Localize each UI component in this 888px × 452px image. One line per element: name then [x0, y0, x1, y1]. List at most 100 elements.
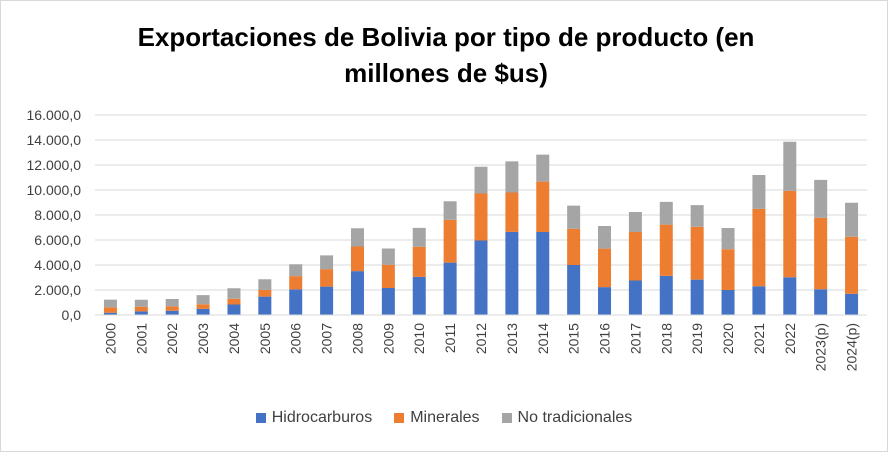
y-tick-label: 16.000,0 — [27, 107, 82, 123]
bar-hidrocarburos — [320, 286, 334, 315]
bar-minerales — [814, 217, 828, 290]
x-tick-label: 2021 — [751, 323, 767, 354]
bar-no-tradicionales — [721, 228, 735, 250]
bar-no-tradicionales — [443, 201, 457, 220]
bar-hidrocarburos — [598, 287, 612, 315]
x-tick-label: 2012 — [473, 323, 489, 354]
chart-title: Exportaciones de Bolivia por tipo de pro… — [137, 22, 755, 88]
x-tick-label: 2011 — [442, 323, 458, 353]
x-tick-label: 2018 — [658, 323, 674, 354]
bar-hidrocarburos — [659, 275, 673, 315]
x-tick-label: 2014 — [535, 323, 551, 354]
x-tick-label: 2017 — [627, 323, 643, 354]
y-tick-label: 10.000,0 — [27, 182, 82, 198]
x-tick-label: 2006 — [288, 323, 304, 354]
bar-no-tradicionales — [752, 175, 766, 209]
legend-item: No tradicionales — [501, 409, 633, 427]
bar-hidrocarburos — [381, 288, 395, 315]
chart-legend: Hidrocarburos Minerales No tradicionales — [1, 409, 887, 427]
bar-hidrocarburos — [474, 240, 488, 315]
bar-hidrocarburos — [289, 289, 303, 315]
bar-minerales — [443, 219, 457, 263]
bar-minerales — [721, 249, 735, 290]
bar-minerales — [598, 248, 612, 288]
bar-minerales — [134, 306, 148, 312]
bar-minerales — [752, 208, 766, 287]
bar-minerales — [381, 264, 395, 288]
bar-hidrocarburos — [752, 286, 766, 315]
bar-hidrocarburos — [505, 231, 519, 315]
bar-minerales — [659, 224, 673, 276]
y-tick-label: 4.000,0 — [34, 257, 81, 273]
bar-hidrocarburos — [783, 277, 797, 315]
x-tick-label: 2016 — [597, 323, 613, 354]
legend-item: Minerales — [394, 409, 480, 427]
bar-minerales — [845, 236, 859, 294]
x-tick-label: 2024(p) — [844, 323, 860, 371]
bar-hidrocarburos — [690, 279, 704, 315]
bar-hidrocarburos — [814, 289, 828, 315]
bar-no-tradicionales — [628, 212, 642, 232]
bar-hidrocarburos — [628, 280, 642, 315]
bar-minerales — [289, 276, 303, 290]
bar-minerales — [505, 192, 519, 232]
bar-minerales — [783, 190, 797, 278]
bar-no-tradicionales — [536, 154, 550, 182]
bar-hidrocarburos — [845, 293, 859, 315]
bar-no-tradicionales — [598, 226, 612, 249]
bar-no-tradicionales — [845, 202, 859, 237]
bar-minerales — [350, 246, 364, 272]
bar-minerales — [474, 193, 488, 241]
legend-swatch — [394, 413, 405, 423]
bar-no-tradicionales — [134, 299, 148, 307]
y-tick-label: 6.000,0 — [34, 232, 81, 248]
x-tick-label: 2008 — [349, 323, 365, 354]
bar-hidrocarburos — [536, 232, 550, 315]
x-tick-label: 2022 — [782, 323, 798, 354]
legend-label: Minerales — [410, 409, 480, 426]
bar-no-tradicionales — [690, 205, 704, 227]
bar-minerales — [628, 232, 642, 281]
bar-minerales — [320, 269, 334, 287]
bar-hidrocarburos — [350, 271, 364, 315]
x-tick-label: 2003 — [195, 323, 211, 354]
x-tick-label: 2001 — [133, 323, 149, 354]
bar-no-tradicionales — [103, 299, 117, 308]
x-tick-label: 2020 — [720, 323, 736, 354]
y-tick-label: 2.000,0 — [34, 282, 81, 298]
y-tick-label: 12.000,0 — [27, 157, 82, 173]
bar-no-tradicionales — [814, 179, 828, 218]
bar-minerales — [227, 298, 241, 305]
bar-minerales — [196, 304, 210, 309]
bar-no-tradicionales — [289, 264, 303, 277]
bar-no-tradicionales — [165, 299, 179, 307]
legend-swatch — [255, 413, 266, 423]
bar-hidrocarburos — [134, 311, 148, 315]
bar-hidrocarburos — [412, 276, 426, 315]
legend-item: Hidrocarburos — [255, 409, 373, 427]
legend-label: Hidrocarburos — [271, 409, 373, 426]
x-tick-label: 2019 — [689, 323, 705, 354]
x-tick-label: 2004 — [226, 323, 242, 354]
bar-hidrocarburos — [227, 304, 241, 315]
bar-minerales — [567, 228, 581, 265]
bar-hidrocarburos — [103, 312, 117, 315]
bar-hidrocarburos — [165, 310, 179, 315]
x-tick-label: 2023(p) — [813, 323, 829, 371]
y-tick-label: 0,0 — [62, 307, 82, 323]
y-tick-label: 14.000,0 — [27, 132, 82, 148]
bar-no-tradicionales — [350, 228, 364, 247]
bar-hidrocarburos — [567, 265, 581, 315]
bar-hidrocarburos — [258, 296, 272, 315]
legend-swatch — [501, 413, 512, 423]
x-tick-label: 2007 — [319, 323, 335, 354]
legend-label: No tradicionales — [517, 409, 633, 426]
x-tick-label: 2002 — [164, 323, 180, 354]
bar-minerales — [536, 181, 550, 232]
bar-no-tradicionales — [659, 201, 673, 225]
bar-no-tradicionales — [320, 255, 334, 270]
x-tick-label: 2009 — [380, 323, 396, 354]
bar-no-tradicionales — [258, 279, 272, 290]
